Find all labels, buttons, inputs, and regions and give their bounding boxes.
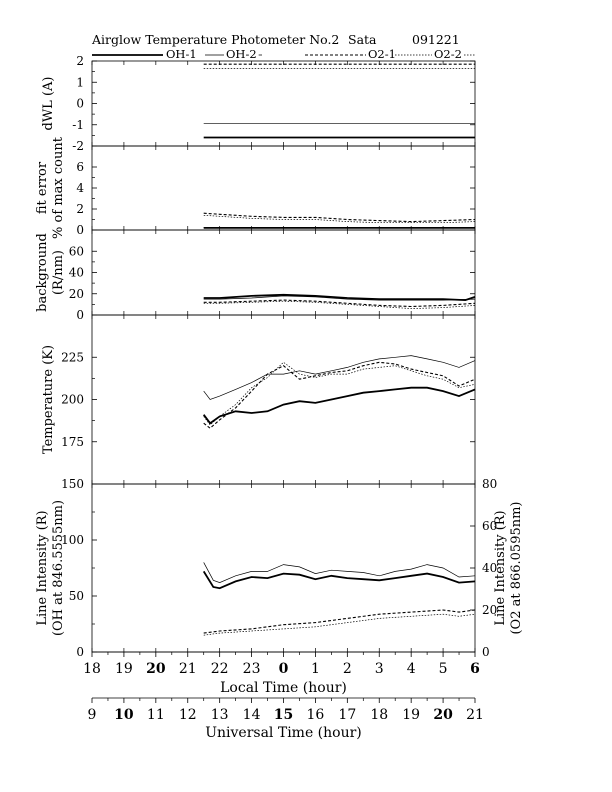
series-line-o2-2	[203, 613, 476, 636]
universal-time-axis: 9 10 11 12 13 14 15 16 17 18 19 20 21 Universal Time …	[88, 697, 484, 741]
time-tick-label: 18	[83, 661, 101, 677]
series-line-oh-1	[203, 293, 476, 302]
series-line-oh-1	[202, 386, 476, 425]
y-tick-label: -2	[72, 139, 84, 153]
panel-frame	[91, 229, 476, 316]
y-tick-label: 0	[76, 645, 84, 659]
legend-label-o22: O2-2	[434, 47, 462, 61]
y-tick-label: 4	[76, 181, 84, 195]
series-line-oh-2	[203, 562, 476, 583]
y-tick-label: 200	[61, 393, 84, 407]
time-tick-label: 14	[243, 707, 261, 723]
time-tick-label: 20	[146, 661, 166, 677]
panel-background: 0 20 40 60 background (R/nm)	[35, 229, 476, 322]
y-right-axis-label-2: (O2 at 866.0595nm)	[509, 501, 524, 634]
y-tick-label: 1	[76, 75, 84, 89]
y-axis-label: fit error	[35, 161, 50, 214]
time-tick-label: 1	[311, 661, 320, 677]
legend-label-oh1: OH-1	[166, 47, 197, 61]
y-tick-label: -1	[72, 118, 84, 132]
y-tick-label: 2	[76, 202, 84, 216]
y-tick-label: 100	[61, 533, 84, 547]
series-line-o2-2	[203, 361, 476, 426]
time-tick-label: 5	[439, 661, 448, 677]
panel-frame	[91, 60, 476, 147]
y-tick-label: 20	[69, 287, 84, 301]
panel-dwl-a: -2 -1 0 1 2 dWL (A)	[41, 54, 476, 153]
y-tick-label: 50	[69, 589, 84, 603]
legend-label-o21: O2-1	[368, 47, 396, 61]
y-tick-label: 175	[61, 435, 84, 449]
y-tick-label: 0	[76, 97, 84, 111]
chart-panels: -2 -1 0 1 2 dWL (A) 0 2 4 6 fit error% of max coun…	[35, 54, 524, 659]
figure-title: Airglow Temperature Photometer No.2	[91, 32, 339, 47]
y-axis-label-2: (OH at 846.5555nm)	[51, 500, 66, 636]
time-tick-label: 20	[433, 707, 453, 723]
y-axis-label: Line Intensity (R)	[35, 510, 50, 625]
time-tick-label: 2	[343, 661, 352, 677]
time-tick-label: 4	[407, 661, 416, 677]
y-axis-label-2: (R/nm)	[51, 250, 66, 295]
series-line-o2-1	[203, 609, 476, 634]
legend-label-oh2: OH-2	[226, 47, 257, 61]
y-tick-label: 0	[76, 223, 84, 237]
time-tick-label: 6	[470, 661, 480, 677]
time-tick-label: 16	[307, 707, 325, 723]
y-right-tick-label: 20	[482, 603, 497, 617]
time-tick-label: 9	[88, 707, 97, 723]
y-tick-label: 60	[69, 244, 84, 258]
y-right-tick-label: 80	[482, 477, 497, 491]
time-tick-label: 12	[179, 707, 197, 723]
time-tick-label: 17	[338, 707, 356, 723]
time-tick-label: 11	[147, 707, 165, 723]
time-tick-label: 23	[243, 661, 261, 677]
time-axis-title: Universal Time (hour)	[205, 725, 362, 741]
y-axis-label: dWL (A)	[41, 77, 56, 131]
y-axis-label-2: % of max count	[51, 136, 66, 239]
time-tick-label: 19	[402, 707, 420, 723]
panel-frame	[91, 483, 476, 653]
series-line-o2-1	[203, 212, 476, 223]
series-line-oh-1	[202, 570, 476, 590]
y-tick-label: 0	[76, 308, 84, 322]
time-tick-label: 0	[279, 661, 289, 677]
time-tick-label: 19	[115, 661, 133, 677]
panel-frame	[91, 145, 476, 231]
y-right-tick-label: 40	[482, 561, 497, 575]
time-axis-title: Local Time (hour)	[220, 680, 347, 696]
figure-header: Airglow Temperature Photometer No.2 Sata…	[91, 32, 460, 47]
y-tick-label: 40	[69, 266, 84, 280]
y-right-tick-label: 60	[482, 519, 497, 533]
y-axis-label: background	[35, 233, 50, 312]
series-line-o2-1	[203, 361, 476, 429]
panel-frame	[91, 314, 476, 485]
y-tick-label: 150	[61, 477, 84, 491]
time-tick-label: 18	[370, 707, 388, 723]
time-tick-label: 3	[375, 661, 384, 677]
series-line-o2-1	[203, 299, 476, 308]
panel-fit-error: 0 2 4 6 fit error% of max count	[35, 136, 476, 239]
y-right-axis-label: Line Intensity (R)	[493, 510, 508, 625]
y-right-tick-label: 0	[482, 645, 490, 659]
time-tick-label: 21	[179, 661, 197, 677]
y-tick-label: 225	[61, 350, 84, 364]
panel-temperature-k: 175 200 225 Temperature (K)	[41, 314, 476, 485]
time-tick-label: 22	[211, 661, 229, 677]
time-tick-label: 13	[211, 707, 229, 723]
y-tick-label: 2	[76, 54, 84, 68]
time-tick-label: 10	[114, 707, 134, 723]
observation-date: 091221	[412, 32, 460, 47]
station-name: Sata	[348, 32, 377, 47]
legend: OH-1 OH-2 O2-1 O2-2	[92, 47, 475, 61]
series-line-oh-2	[203, 295, 476, 301]
y-axis-label: Temperature (K)	[41, 345, 56, 454]
time-tick-label: 21	[466, 707, 484, 723]
time-tick-label: 15	[274, 707, 293, 723]
series-line-oh-2	[203, 355, 476, 400]
y-tick-label: 6	[76, 160, 84, 174]
